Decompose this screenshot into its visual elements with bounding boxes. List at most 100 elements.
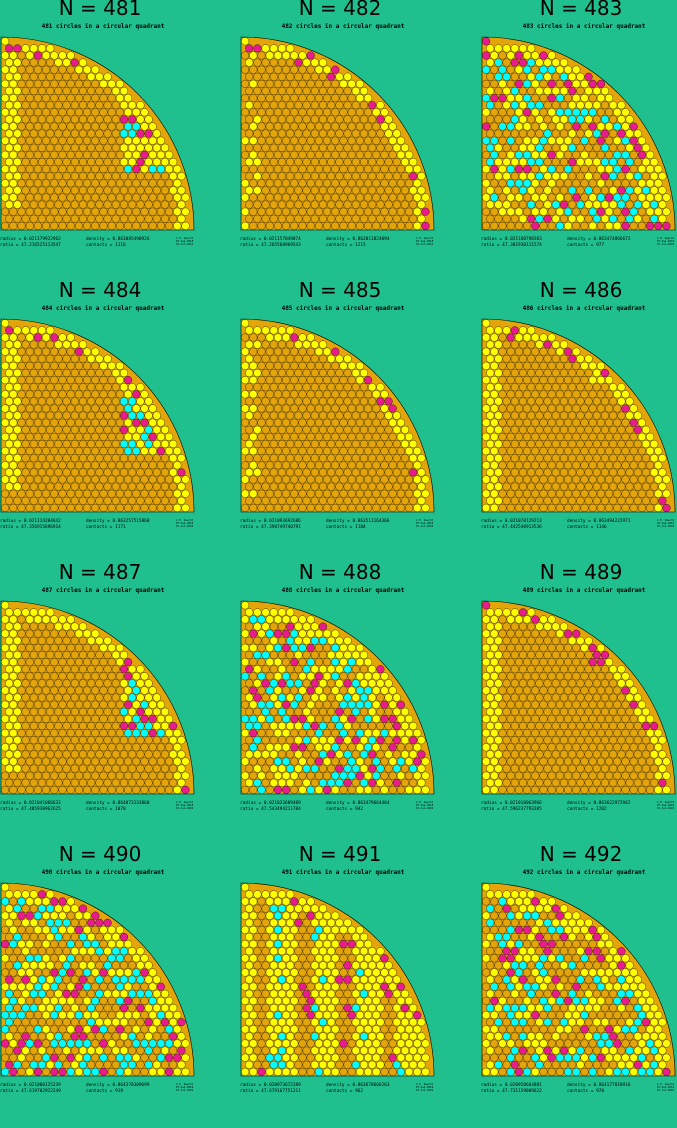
packed-circle (564, 687, 572, 695)
packed-circle (50, 348, 58, 356)
packed-circle (59, 701, 67, 709)
packed-circle (368, 694, 376, 702)
packed-circle (1, 319, 9, 327)
packed-circle (26, 758, 34, 766)
packed-circle (597, 137, 605, 145)
packed-circle (169, 1033, 177, 1041)
packed-circle (401, 765, 409, 773)
packed-circle (75, 447, 83, 455)
packed-circle (515, 334, 523, 342)
packed-circle (622, 729, 630, 737)
packed-circle (249, 658, 257, 666)
packed-circle (153, 187, 161, 195)
packed-circle (22, 412, 30, 420)
packed-circle (295, 101, 303, 109)
packed-circle (141, 997, 149, 1005)
packed-circle (364, 123, 372, 131)
packed-circle (282, 715, 290, 723)
packed-circle (560, 440, 568, 448)
packed-circle (132, 137, 140, 145)
packed-circle (274, 701, 282, 709)
packed-circle (241, 658, 249, 666)
packed-circle (507, 165, 515, 173)
packed-circle (137, 483, 145, 491)
packed-circle (299, 334, 307, 342)
packed-circle (120, 933, 128, 941)
packed-circle (548, 376, 556, 384)
packed-circle (71, 73, 79, 81)
packed-circle (556, 433, 564, 441)
packed-circle (654, 772, 662, 780)
packed-circle (132, 461, 140, 469)
packed-circle (145, 130, 153, 138)
packed-circle (245, 187, 253, 195)
packed-circle (634, 694, 642, 702)
packed-circle (46, 947, 54, 955)
packed-circle (254, 87, 262, 95)
packed-circle (352, 101, 360, 109)
packed-circle (18, 447, 26, 455)
packed-circle (75, 348, 83, 356)
packed-circle (100, 729, 108, 737)
packed-circle (128, 976, 136, 984)
packed-circle (22, 383, 30, 391)
packed-circle (87, 947, 95, 955)
packed-circle (311, 412, 319, 420)
packed-circle (552, 765, 560, 773)
packed-circle (356, 123, 364, 131)
packed-circle (34, 461, 42, 469)
packed-circle (495, 87, 503, 95)
packed-circle (303, 1061, 311, 1069)
packed-circle (626, 440, 634, 448)
packed-circle (245, 45, 253, 53)
packed-circle (340, 137, 348, 145)
packed-circle (299, 630, 307, 638)
packed-circle (5, 483, 13, 491)
packed-circle (46, 905, 54, 913)
packed-circle (266, 419, 274, 427)
packed-circle (527, 158, 535, 166)
packed-circle (87, 919, 95, 927)
packed-circle (14, 1018, 22, 1026)
packed-circle (108, 658, 116, 666)
packed-circle (385, 680, 393, 688)
packed-circle (315, 490, 323, 498)
packed-circle (568, 172, 576, 180)
packed-circle (67, 715, 75, 723)
packed-circle (385, 172, 393, 180)
packed-circle (34, 179, 42, 187)
packed-circle (46, 426, 54, 434)
packed-circle (311, 201, 319, 209)
packed-circle (548, 194, 556, 202)
panel-title: N = 487 (0, 560, 200, 584)
packed-circle (295, 383, 303, 391)
packed-circle (55, 497, 63, 505)
packed-circle (5, 1033, 13, 1041)
packed-circle (169, 765, 177, 773)
packed-circle (303, 637, 311, 645)
packed-circle (1, 362, 9, 370)
packed-circle (241, 390, 249, 398)
packed-circle (486, 59, 494, 67)
packed-circle (577, 665, 585, 673)
packed-circle (241, 165, 249, 173)
contacts-value: 1215 (355, 243, 366, 248)
packed-circle (646, 476, 654, 484)
packed-circle (46, 73, 54, 81)
packed-circle (104, 101, 112, 109)
packed-circle (274, 630, 282, 638)
packed-circle (609, 665, 617, 673)
packed-circle (173, 208, 181, 216)
packed-circle (262, 694, 270, 702)
packed-circle (536, 341, 544, 349)
packed-circle (116, 786, 124, 794)
packed-circle (270, 144, 278, 152)
packed-circle (173, 1011, 181, 1019)
packed-circle (34, 433, 42, 441)
packed-circle (14, 947, 22, 955)
packed-circle (507, 52, 515, 60)
packed-circle (258, 390, 266, 398)
packed-circle (560, 708, 568, 716)
packed-circle (149, 729, 157, 737)
